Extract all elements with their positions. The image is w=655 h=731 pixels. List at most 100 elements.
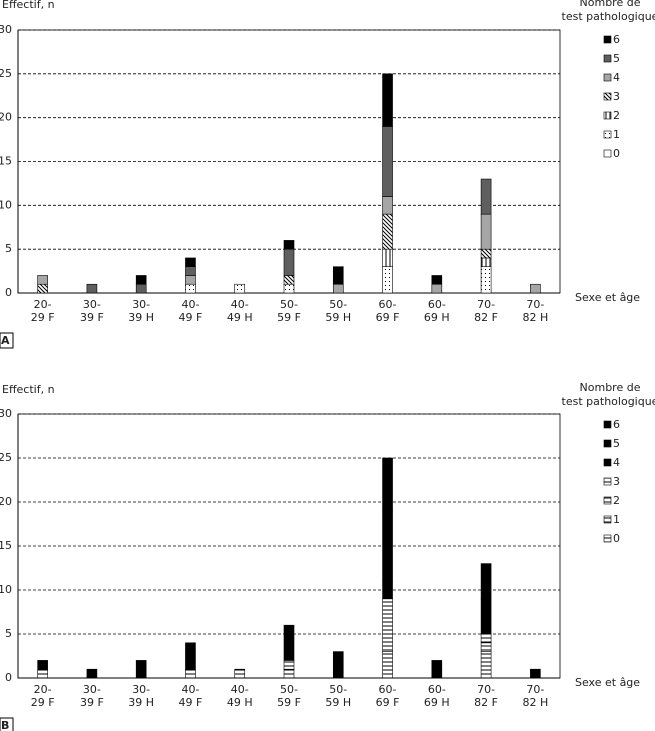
bar-segment bbox=[185, 275, 196, 285]
y-axis-label: Effectif, n bbox=[2, 0, 55, 11]
bar-segment bbox=[480, 633, 492, 644]
y-tick-label: 15 bbox=[0, 539, 12, 552]
y-tick-label: 5 bbox=[5, 242, 12, 255]
bar-segment bbox=[185, 266, 196, 276]
panel-label: B bbox=[1, 719, 9, 731]
legend-label: 2 bbox=[613, 494, 620, 507]
legend-swatch bbox=[603, 458, 612, 467]
y-tick-label: 25 bbox=[0, 67, 12, 80]
legend-label: 5 bbox=[613, 52, 620, 65]
bar-segment bbox=[480, 257, 492, 267]
bar-segment bbox=[234, 668, 246, 679]
bar-segment bbox=[37, 283, 48, 294]
legend-swatch bbox=[603, 496, 612, 505]
bar-segment bbox=[283, 240, 295, 250]
x-tick-label: 39 F bbox=[80, 696, 104, 709]
bar-segment bbox=[480, 213, 492, 250]
bar-segment bbox=[283, 668, 295, 679]
bar-segment bbox=[332, 651, 344, 670]
x-tick-label: 69 H bbox=[424, 311, 450, 324]
x-tick-label: 30- bbox=[132, 683, 150, 696]
bar-segment bbox=[185, 257, 196, 267]
x-tick-label: 40- bbox=[181, 683, 199, 696]
bar-segment bbox=[382, 598, 393, 635]
bar-segment bbox=[332, 668, 344, 679]
x-tick-label: 50- bbox=[329, 298, 347, 311]
x-tick-label: 30- bbox=[132, 298, 150, 311]
x-tick-label: 82 H bbox=[522, 696, 548, 709]
y-tick-label: 20 bbox=[0, 495, 12, 508]
x-tick-label: 82 H bbox=[522, 311, 548, 324]
bar-segment bbox=[86, 668, 98, 679]
y-tick-label: 15 bbox=[0, 155, 12, 168]
panel-label: A bbox=[1, 334, 10, 347]
bar-segment bbox=[135, 668, 147, 679]
bar-segment bbox=[283, 660, 295, 670]
bar-segment bbox=[135, 275, 147, 285]
legend-swatch bbox=[603, 73, 612, 82]
x-axis-label: Sexe et âge bbox=[575, 676, 640, 689]
legend-swatch bbox=[603, 92, 612, 101]
bar-segment bbox=[283, 624, 295, 635]
x-tick-label: 40- bbox=[231, 683, 249, 696]
bar-segment bbox=[431, 283, 443, 294]
bar-segment bbox=[382, 126, 393, 197]
bar-segment bbox=[480, 563, 492, 600]
legend-label: 0 bbox=[613, 147, 620, 160]
bar-segment bbox=[382, 580, 393, 600]
bar-segment bbox=[185, 660, 196, 670]
legend-label: 6 bbox=[613, 33, 620, 46]
panel-label-box bbox=[0, 332, 14, 349]
y-axis-label: Effectif, n bbox=[2, 383, 55, 396]
x-tick-label: 59 H bbox=[325, 311, 351, 324]
bar-segment bbox=[480, 248, 492, 259]
x-tick-label: 82 F bbox=[474, 696, 498, 709]
legend-title: Nombre de bbox=[580, 0, 641, 9]
y-tick-label: 30 bbox=[0, 23, 12, 36]
legend-title: Nombre de bbox=[580, 381, 641, 394]
legend-swatch bbox=[603, 111, 612, 120]
bar-segment bbox=[480, 651, 492, 679]
y-tick-label: 20 bbox=[0, 111, 12, 124]
y-tick-label: 10 bbox=[0, 198, 12, 211]
bar-segment bbox=[382, 196, 393, 215]
bar-segment bbox=[37, 660, 48, 670]
x-tick-label: 40- bbox=[231, 298, 249, 311]
y-tick-label: 10 bbox=[0, 583, 12, 596]
bar-segment bbox=[86, 283, 98, 294]
bar-segment bbox=[283, 633, 295, 661]
bar-segment bbox=[185, 642, 196, 652]
x-tick-label: 49 H bbox=[227, 311, 253, 324]
x-tick-label: 60- bbox=[379, 298, 397, 311]
bar-segment bbox=[135, 283, 147, 294]
y-tick-label: 30 bbox=[0, 407, 12, 420]
bar-segment bbox=[332, 283, 344, 294]
bar-segment bbox=[480, 266, 492, 294]
x-tick-label: 59 F bbox=[277, 696, 301, 709]
x-tick-label: 69 H bbox=[424, 696, 450, 709]
x-tick-label: 39 H bbox=[128, 696, 154, 709]
bar-segment bbox=[382, 457, 393, 512]
legend-label: 1 bbox=[613, 128, 620, 141]
legend-label: 4 bbox=[613, 456, 620, 469]
x-tick-label: 49 F bbox=[179, 311, 203, 324]
bar-segment bbox=[530, 668, 541, 679]
x-tick-label: 29 F bbox=[31, 696, 55, 709]
legend-swatch bbox=[603, 54, 612, 63]
x-tick-label: 30- bbox=[83, 683, 101, 696]
bar-segment bbox=[332, 266, 344, 285]
bar-segment bbox=[37, 668, 48, 679]
x-tick-label: 69 F bbox=[376, 696, 400, 709]
panel-label-box bbox=[0, 717, 14, 731]
x-tick-label: 50- bbox=[329, 683, 347, 696]
y-tick-label: 0 bbox=[5, 286, 12, 299]
y-tick-label: 25 bbox=[0, 451, 12, 464]
legend-swatch bbox=[603, 534, 612, 543]
bar-segment bbox=[382, 213, 393, 250]
bar-segment bbox=[185, 668, 196, 679]
bar-segment bbox=[431, 660, 443, 670]
legend-label: 4 bbox=[613, 71, 620, 84]
legend-title: test pathologique bbox=[562, 395, 655, 408]
legend-swatch bbox=[603, 149, 612, 158]
